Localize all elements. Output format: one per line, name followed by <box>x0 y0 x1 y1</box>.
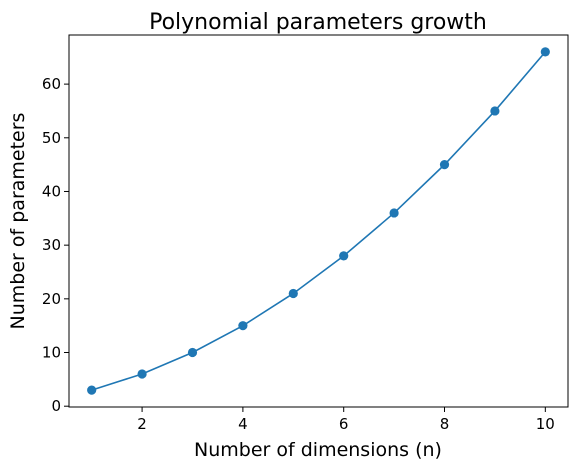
x-tick-label: 4 <box>238 415 248 433</box>
y-tick-label: 0 <box>51 397 61 415</box>
chart-title: Polynomial parameters growth <box>149 10 487 35</box>
x-tick-label: 6 <box>339 415 349 433</box>
data-point <box>187 347 198 358</box>
data-point <box>389 208 399 218</box>
y-tick-label: 10 <box>42 344 61 362</box>
data-point <box>540 47 550 57</box>
y-tick-label: 30 <box>42 236 61 254</box>
data-point <box>137 369 147 379</box>
y-tick-label: 50 <box>42 129 61 147</box>
data-point <box>339 251 349 261</box>
y-axis-label: Number of parameters <box>7 113 29 330</box>
y-tick-label: 40 <box>42 182 61 200</box>
data-point <box>439 160 450 170</box>
x-tick-label: 10 <box>536 415 555 433</box>
data-point <box>238 321 248 331</box>
y-tick-label: 60 <box>42 75 61 93</box>
data-point <box>288 288 298 299</box>
plot-frame <box>68 34 569 408</box>
series-line <box>91 51 546 391</box>
x-tick-label: 8 <box>440 415 450 433</box>
data-point <box>490 106 500 116</box>
x-tick-label: 2 <box>137 415 147 433</box>
y-tick-label: 20 <box>42 290 61 308</box>
data-point <box>87 385 97 395</box>
x-axis-label: Number of dimensions (n) <box>194 439 442 461</box>
